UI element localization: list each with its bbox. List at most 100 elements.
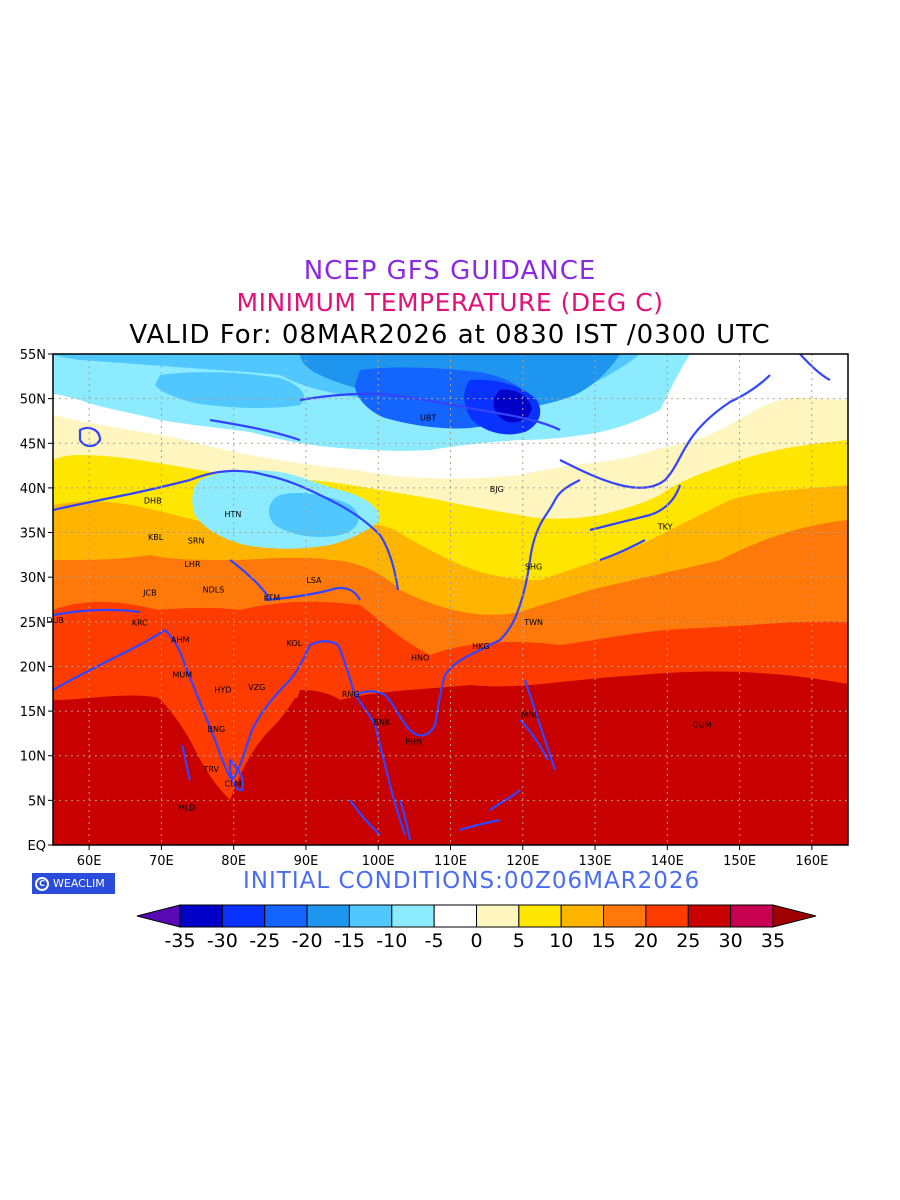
lat-tick-label: 45N bbox=[20, 437, 46, 452]
colorbar-swatch bbox=[518, 904, 562, 928]
city-label: NDLS bbox=[203, 586, 225, 595]
colorbar-label: 10 bbox=[549, 930, 573, 950]
lon-tick-label: 100E bbox=[362, 854, 395, 869]
colorbar-label: 30 bbox=[719, 930, 743, 950]
city-label: TWN bbox=[523, 618, 543, 627]
city-label: CLM bbox=[224, 779, 241, 788]
city-label: HYD bbox=[214, 686, 231, 695]
city-label: KRC bbox=[132, 619, 148, 628]
colorbar-swatch bbox=[603, 904, 647, 928]
lon-tick-label: 150E bbox=[723, 854, 756, 869]
colorbar-label: -5 bbox=[425, 930, 444, 950]
temperature-map: UBT BJG TKY SHG TWN HKG HNO MNL GUM BNK PHN RNG LSA K… bbox=[20, 348, 849, 950]
coastlines bbox=[53, 354, 831, 841]
colorbar-label: 35 bbox=[761, 930, 785, 950]
city-label: KBL bbox=[148, 533, 164, 542]
lat-tick-label: 15N bbox=[20, 705, 46, 720]
lon-tick-label: 130E bbox=[579, 854, 612, 869]
colorbar-swatch bbox=[476, 904, 520, 928]
colorbar-label: -25 bbox=[249, 930, 280, 950]
colorbar-below-arrow bbox=[136, 904, 181, 928]
colorbar-swatch bbox=[730, 904, 774, 928]
lon-tick-label: 90E bbox=[294, 854, 319, 869]
city-label: DUB bbox=[46, 616, 64, 625]
colorbar-label: 5 bbox=[513, 930, 525, 950]
initial-conditions: INITIAL CONDITIONS:00Z06MAR2026 bbox=[243, 868, 701, 894]
city-label: MUM bbox=[173, 670, 193, 679]
city-label: HKG bbox=[472, 642, 489, 651]
lat-tick-label: 35N bbox=[20, 527, 46, 542]
title-line-2: MINIMUM TEMPERATURE (DEG C) bbox=[236, 288, 664, 317]
city-label: SRN bbox=[188, 537, 205, 546]
logo-text: WEACLIM bbox=[53, 877, 105, 890]
city-label: BNG bbox=[208, 725, 226, 734]
city-label: MLD bbox=[178, 804, 196, 813]
colorbar-swatch bbox=[560, 904, 605, 928]
city-label: TRV bbox=[203, 765, 220, 774]
valid-time-line: VALID For: 08MAR2026 at 0830 IST /0300 U… bbox=[129, 320, 771, 350]
lat-tick-label: 50N bbox=[20, 393, 46, 408]
latitude-axis: EQ 5N 10N 15N 20N 25N 30N 35N 40N 45N 50N 55N bbox=[20, 348, 53, 854]
colorbar-label: -35 bbox=[164, 930, 195, 950]
colorbar-swatch bbox=[391, 904, 435, 928]
weaclim-logo: C WEACLIM bbox=[32, 873, 115, 894]
lat-tick-label: 5N bbox=[28, 794, 46, 809]
city-label: BJG bbox=[490, 485, 504, 494]
lon-tick-label: 160E bbox=[795, 854, 828, 869]
city-label: HTN bbox=[225, 510, 242, 519]
colorbar-label: 0 bbox=[470, 930, 482, 950]
city-label: KOL bbox=[287, 639, 303, 648]
lon-tick-label: 110E bbox=[434, 854, 467, 869]
lat-tick-label: 20N bbox=[20, 660, 46, 675]
city-label: DHB bbox=[144, 496, 162, 505]
colorbar-label: -20 bbox=[292, 930, 323, 950]
city-label: VZG bbox=[248, 683, 265, 692]
colorbar-swatch bbox=[179, 904, 223, 928]
longitude-axis: 60E 70E 80E 90E 100E 110E 120E 130E 140E 150E 160E bbox=[77, 845, 828, 869]
colorbar-swatch bbox=[687, 904, 732, 928]
lat-tick-label: 30N bbox=[20, 571, 46, 586]
colorbar-labels: -35 -30 -25 -20 -15 -10 -5 0 5 10 15 20 25 30 35 bbox=[164, 930, 785, 950]
temperature-field bbox=[53, 354, 848, 845]
colorbar-label: 25 bbox=[676, 930, 700, 950]
city-label: SHG bbox=[525, 562, 542, 571]
city-label: HNO bbox=[411, 654, 429, 663]
lat-tick-label: 55N bbox=[20, 348, 46, 363]
graticule bbox=[53, 354, 848, 845]
lat-tick-label: 40N bbox=[20, 482, 46, 497]
colorbar bbox=[136, 904, 817, 928]
colorbar-label: -30 bbox=[207, 930, 238, 950]
city-label: BNK bbox=[373, 718, 390, 727]
city-label: TKY bbox=[657, 522, 673, 531]
lat-tick-label: 10N bbox=[20, 750, 46, 765]
city-label: UBT bbox=[420, 413, 436, 422]
colorbar-swatch bbox=[221, 904, 266, 928]
lat-tick-label: 25N bbox=[20, 616, 46, 631]
colorbar-above-arrow bbox=[772, 904, 817, 928]
lon-tick-label: 80E bbox=[221, 854, 246, 869]
city-label: LSA bbox=[306, 576, 322, 585]
city-label: AHM bbox=[171, 636, 189, 645]
colorbar-swatch bbox=[264, 904, 308, 928]
colorbar-label: -10 bbox=[376, 930, 407, 950]
lon-tick-label: 60E bbox=[77, 854, 102, 869]
lon-tick-label: 120E bbox=[506, 854, 539, 869]
colorbar-swatch bbox=[306, 904, 350, 928]
city-label: JCB bbox=[142, 588, 156, 597]
colorbar-swatch bbox=[348, 904, 393, 928]
city-labels: UBT BJG TKY SHG TWN HKG HNO MNL GUM BNK PHN RNG LSA K… bbox=[46, 413, 711, 812]
city-label: MNL bbox=[521, 711, 539, 720]
colorbar-label: 15 bbox=[591, 930, 615, 950]
city-label: KTM bbox=[264, 594, 281, 603]
lon-tick-label: 70E bbox=[149, 854, 174, 869]
colorbar-label: -15 bbox=[334, 930, 365, 950]
lon-tick-label: 140E bbox=[651, 854, 684, 869]
city-label: PHN bbox=[405, 737, 422, 746]
colorbar-label: 20 bbox=[634, 930, 658, 950]
colorbar-swatch bbox=[645, 904, 689, 928]
city-label: LHR bbox=[184, 560, 200, 569]
colorbar-swatch bbox=[433, 904, 477, 928]
city-label: GUM bbox=[693, 720, 712, 729]
lat-tick-label: EQ bbox=[28, 839, 46, 854]
copyright-icon: C bbox=[35, 876, 49, 891]
